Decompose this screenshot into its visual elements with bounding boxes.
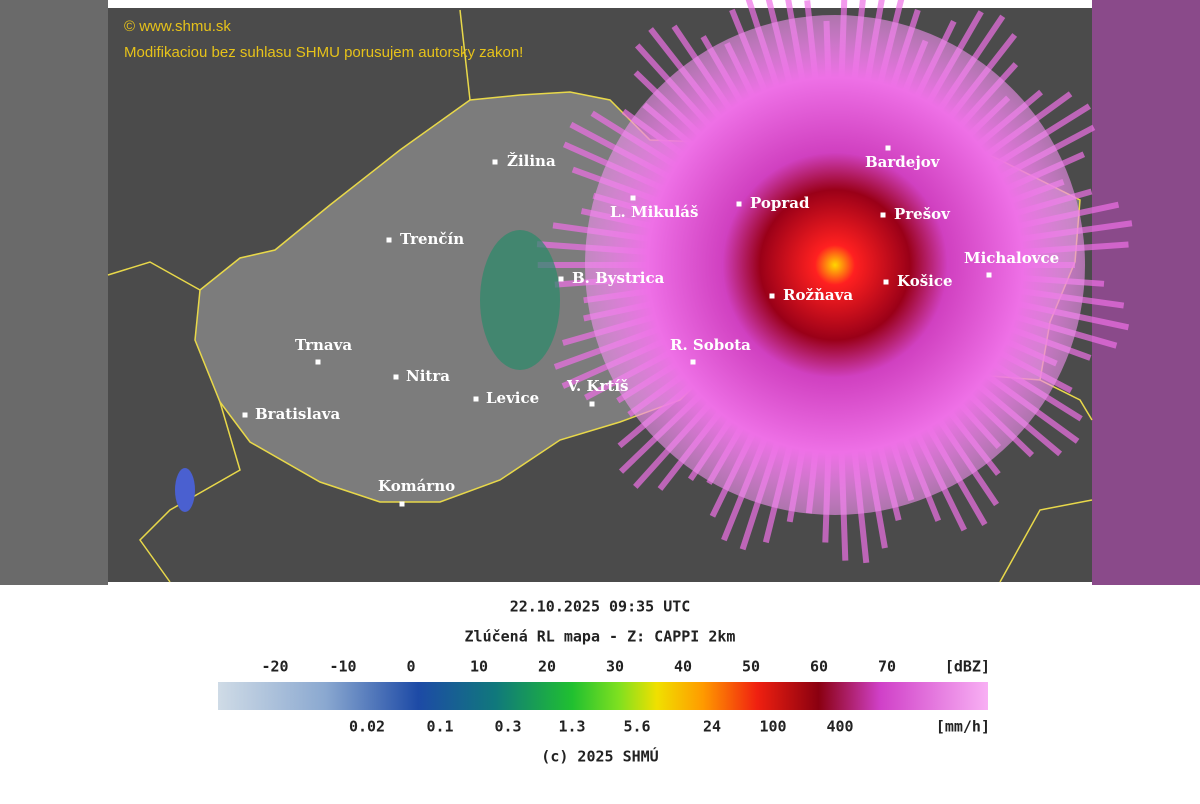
color-scale bbox=[218, 682, 988, 710]
radar-echo bbox=[175, 468, 195, 512]
city-dot bbox=[386, 237, 392, 243]
city-label: Žilina bbox=[507, 152, 556, 170]
city-dot bbox=[589, 401, 595, 407]
dbz-label: 50 bbox=[742, 658, 760, 676]
city-dot bbox=[315, 359, 321, 365]
blur-side bbox=[0, 0, 108, 585]
city-dot bbox=[558, 276, 564, 282]
dbz-label: -20 bbox=[261, 658, 288, 676]
city-dot bbox=[690, 359, 696, 365]
dbz-label: -10 bbox=[329, 658, 356, 676]
rain-label: 0.02 bbox=[349, 718, 385, 736]
rain-unit: [mm/h] bbox=[936, 718, 990, 736]
city-dot bbox=[880, 212, 886, 218]
city-label: Michalovce bbox=[964, 249, 1059, 267]
city-dot bbox=[986, 272, 992, 278]
rain-label: 5.6 bbox=[623, 718, 650, 736]
city-dot bbox=[736, 201, 742, 207]
product: Zlúčená RL mapa - Z: CAPPI 2km bbox=[465, 628, 736, 646]
city-label: Levice bbox=[486, 389, 539, 407]
timestamp: 22.10.2025 09:35 UTC bbox=[510, 598, 691, 616]
city-dot bbox=[393, 374, 399, 380]
dbz-unit: [dBZ] bbox=[945, 658, 990, 676]
city-label: B. Bystrica bbox=[572, 269, 665, 287]
city-dot bbox=[399, 501, 405, 507]
dbz-label: 0 bbox=[406, 658, 415, 676]
city-dot bbox=[769, 293, 775, 299]
city-label: Trenčín bbox=[400, 230, 464, 248]
city-label: Bratislava bbox=[255, 405, 341, 423]
city-label: R. Sobota bbox=[670, 336, 751, 354]
city-dot bbox=[492, 159, 498, 165]
dbz-label: 30 bbox=[606, 658, 624, 676]
city-dot bbox=[473, 396, 479, 402]
city-label: Poprad bbox=[750, 194, 810, 212]
rain-label: 24 bbox=[703, 718, 721, 736]
city-label: Komárno bbox=[378, 477, 455, 495]
border bbox=[139, 401, 241, 583]
city-label: Bardejov bbox=[865, 153, 941, 171]
city-dot bbox=[885, 145, 891, 151]
copyright: © www.shmu.sk bbox=[124, 18, 231, 35]
dbz-label: 20 bbox=[538, 658, 556, 676]
dbz-label: 70 bbox=[878, 658, 896, 676]
city-label: Rožňava bbox=[783, 286, 853, 304]
city-dot bbox=[883, 279, 889, 285]
rain-label: 0.1 bbox=[426, 718, 453, 736]
city-dot bbox=[630, 195, 636, 201]
cities: Žilina Trenčín B. Bystrica Trnava Nitra Levic… bbox=[242, 145, 1059, 507]
copyright-notice: Modifikaciou bez suhlasu SHMU porusujem … bbox=[124, 44, 523, 61]
radar-echo bbox=[585, 15, 1085, 515]
footer: (c) 2025 SHMÚ bbox=[541, 747, 658, 766]
border bbox=[107, 261, 201, 291]
city-label: Prešov bbox=[894, 205, 951, 223]
blur-side bbox=[1092, 0, 1200, 585]
rain-label: 1.3 bbox=[558, 718, 585, 736]
border bbox=[999, 499, 1093, 583]
city-label: V. Krtíš bbox=[566, 377, 628, 395]
city-label: Nitra bbox=[406, 367, 450, 385]
dbz-label: 10 bbox=[470, 658, 488, 676]
dbz-label: 60 bbox=[810, 658, 828, 676]
rain-label: 100 bbox=[759, 718, 786, 736]
city-label: Košice bbox=[897, 272, 953, 290]
city-dot bbox=[242, 412, 248, 418]
rain-label: 400 bbox=[826, 718, 853, 736]
dbz-label: 40 bbox=[674, 658, 692, 676]
radar-echo bbox=[480, 230, 560, 370]
rain-label: 0.3 bbox=[494, 718, 521, 736]
city-label: Trnava bbox=[295, 336, 352, 354]
city-label: L. Mikuláš bbox=[610, 203, 698, 221]
border bbox=[459, 9, 471, 101]
